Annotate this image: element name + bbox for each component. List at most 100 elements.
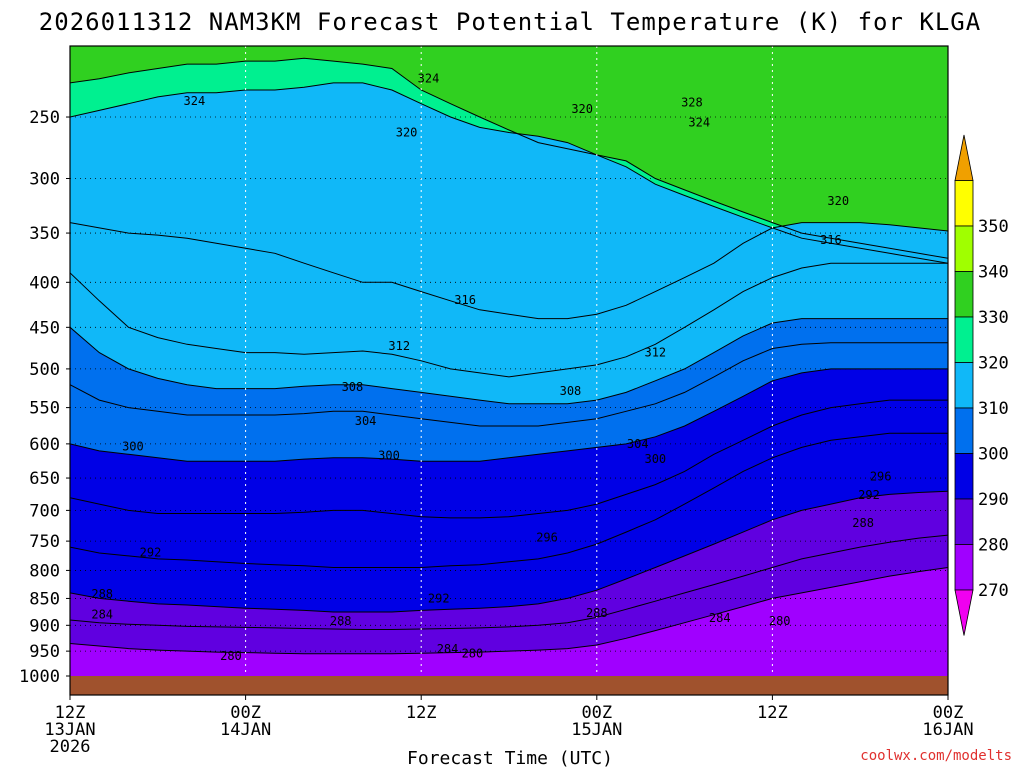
chart-title: 2026011312 NAM3KM Forecast Potential Tem… xyxy=(39,8,981,36)
x-tick-label-5-0: 00Z xyxy=(933,703,964,723)
isentrope-292 xyxy=(70,432,948,568)
ground-surface xyxy=(70,676,948,695)
x-tick-label-1-1: 14JAN xyxy=(220,720,271,740)
y-axis: 250 300 350 400 450 500 550 600 650 700 750 800 850 9… xyxy=(19,108,70,687)
y-tick-label-400: 400 xyxy=(29,273,60,293)
contour-label-7: 316 xyxy=(820,233,842,247)
contour-label-22: 292 xyxy=(140,545,162,559)
isentrope-300 xyxy=(70,368,948,462)
y-tick-label-450: 450 xyxy=(29,318,60,338)
credit-text: coolwx.com/modelts xyxy=(860,748,1012,764)
contour-label-4: 324 xyxy=(688,115,710,129)
y-tick-label-850: 850 xyxy=(29,589,60,609)
contour-label-17: 300 xyxy=(644,452,666,466)
y-tick-label-950: 950 xyxy=(29,642,60,662)
contour-label-25: 288 xyxy=(586,606,608,620)
x-tick-label-0-2: 2026 xyxy=(50,737,91,757)
colorbar-label-300: 300 xyxy=(978,445,1009,465)
contour-label-3: 328 xyxy=(681,95,703,109)
y-tick-label-500: 500 xyxy=(29,360,60,380)
contour-label-5: 320 xyxy=(396,126,418,140)
colorbar-segment-5 xyxy=(954,362,974,409)
contour-label-1: 324 xyxy=(184,94,206,108)
contour-label-20: 288 xyxy=(852,516,874,530)
y-tick-label-600: 600 xyxy=(29,435,60,455)
contour-label-12: 308 xyxy=(560,384,582,398)
y-tick-label-550: 550 xyxy=(29,399,60,419)
isentrope-320 xyxy=(70,82,948,264)
colorbar-label-290: 290 xyxy=(978,490,1009,510)
isentrope-296 xyxy=(70,399,948,519)
contour-label-24: 292 xyxy=(428,591,450,605)
contour-label-21: 296 xyxy=(536,531,558,545)
contour-label-8: 316 xyxy=(454,293,476,307)
isentrope-284 xyxy=(70,534,948,630)
contour-label-6: 320 xyxy=(827,194,849,208)
y-tick-label-900: 900 xyxy=(29,616,60,636)
contour-label-31: 280 xyxy=(462,647,484,661)
x-tick-label-1-0: 00Z xyxy=(230,703,261,723)
contour-label-29: 288 xyxy=(330,614,352,628)
x-tick-label-0-0: 12Z xyxy=(55,703,86,723)
contour-label-14: 304 xyxy=(627,437,649,451)
isentrope-280 xyxy=(70,567,948,655)
colorbar-segment-8 xyxy=(954,225,974,272)
contour-label-10: 312 xyxy=(644,346,666,360)
contour-label-16: 300 xyxy=(378,449,400,463)
y-tick-label-750: 750 xyxy=(29,532,60,552)
theta-fill-layers xyxy=(70,46,948,676)
x-tick-label-3-0: 00Z xyxy=(581,703,612,723)
x-tick-label-5-1: 16JAN xyxy=(922,720,973,740)
contour-label-23: 288 xyxy=(91,587,113,601)
contour-label-30: 284 xyxy=(437,642,459,656)
contour-label-26: 284 xyxy=(91,608,113,622)
colorbar-segment-6 xyxy=(954,316,974,363)
colorbar-label-320: 320 xyxy=(978,354,1009,374)
contour-label-11: 308 xyxy=(342,380,364,394)
isentrope-lines xyxy=(70,57,948,655)
contour-label-0: 324 xyxy=(418,72,440,86)
colorbar-label-310: 310 xyxy=(978,399,1009,419)
y-tick-label-700: 700 xyxy=(29,501,60,521)
contour-label-15: 300 xyxy=(122,440,144,454)
y-tick-label-1000: 1000 xyxy=(19,667,60,687)
plot-frame xyxy=(69,45,949,696)
contour-label-9: 312 xyxy=(388,339,410,353)
contour-label-18: 296 xyxy=(870,470,892,484)
y-tick-label-650: 650 xyxy=(29,469,60,489)
x-axis-label: Forecast Time (UTC) xyxy=(407,748,613,768)
colorbar-segment-1 xyxy=(954,544,974,591)
contour-label-13: 304 xyxy=(355,414,377,428)
colorbar-legend: 270 280 290 300 310 320 330 340 350 xyxy=(954,134,1009,636)
isentrope-308 xyxy=(70,318,948,405)
y-tick-label-800: 800 xyxy=(29,561,60,581)
colorbar-segment-4 xyxy=(954,407,974,454)
colorbar-label-270: 270 xyxy=(978,581,1009,601)
plot-area: 324 324 320 328 324 320 320 316 316 312 312 308 308 3… xyxy=(69,45,949,696)
contour-label-27: 284 xyxy=(709,611,731,625)
contour-label-2: 320 xyxy=(571,102,593,116)
contour-label-28: 280 xyxy=(769,614,791,628)
colorbar-segment-9 xyxy=(954,180,974,227)
colorbar-segment-7 xyxy=(954,271,974,318)
x-tick-label-0-1: 13JAN xyxy=(44,720,95,740)
colorbar-bottom-arrow xyxy=(954,589,974,636)
y-tick-label-300: 300 xyxy=(29,170,60,190)
x-tick-label-2-0: 12Z xyxy=(406,703,437,723)
isentrope-324 xyxy=(70,57,948,259)
isentrope-288 xyxy=(70,490,948,613)
contour-label-32: 280 xyxy=(220,649,242,663)
colorbar-label-330: 330 xyxy=(978,308,1009,328)
x-tick-label-3-1: 15JAN xyxy=(571,720,622,740)
fill-layer-280 xyxy=(70,567,948,676)
contour-labels: 324 324 320 328 324 320 320 316 316 312 312 308 308 3… xyxy=(91,72,891,664)
isentrope-312 xyxy=(70,262,948,378)
y-tick-label-350: 350 xyxy=(29,224,60,244)
contour-label-19: 292 xyxy=(858,488,880,502)
colorbar-label-280: 280 xyxy=(978,536,1009,556)
colorbar-top-arrow xyxy=(954,134,974,181)
colorbar-label-340: 340 xyxy=(978,263,1009,283)
isentrope-304 xyxy=(70,342,948,427)
colorbar-segment-3 xyxy=(954,453,974,500)
y-tick-label-250: 250 xyxy=(29,108,60,128)
